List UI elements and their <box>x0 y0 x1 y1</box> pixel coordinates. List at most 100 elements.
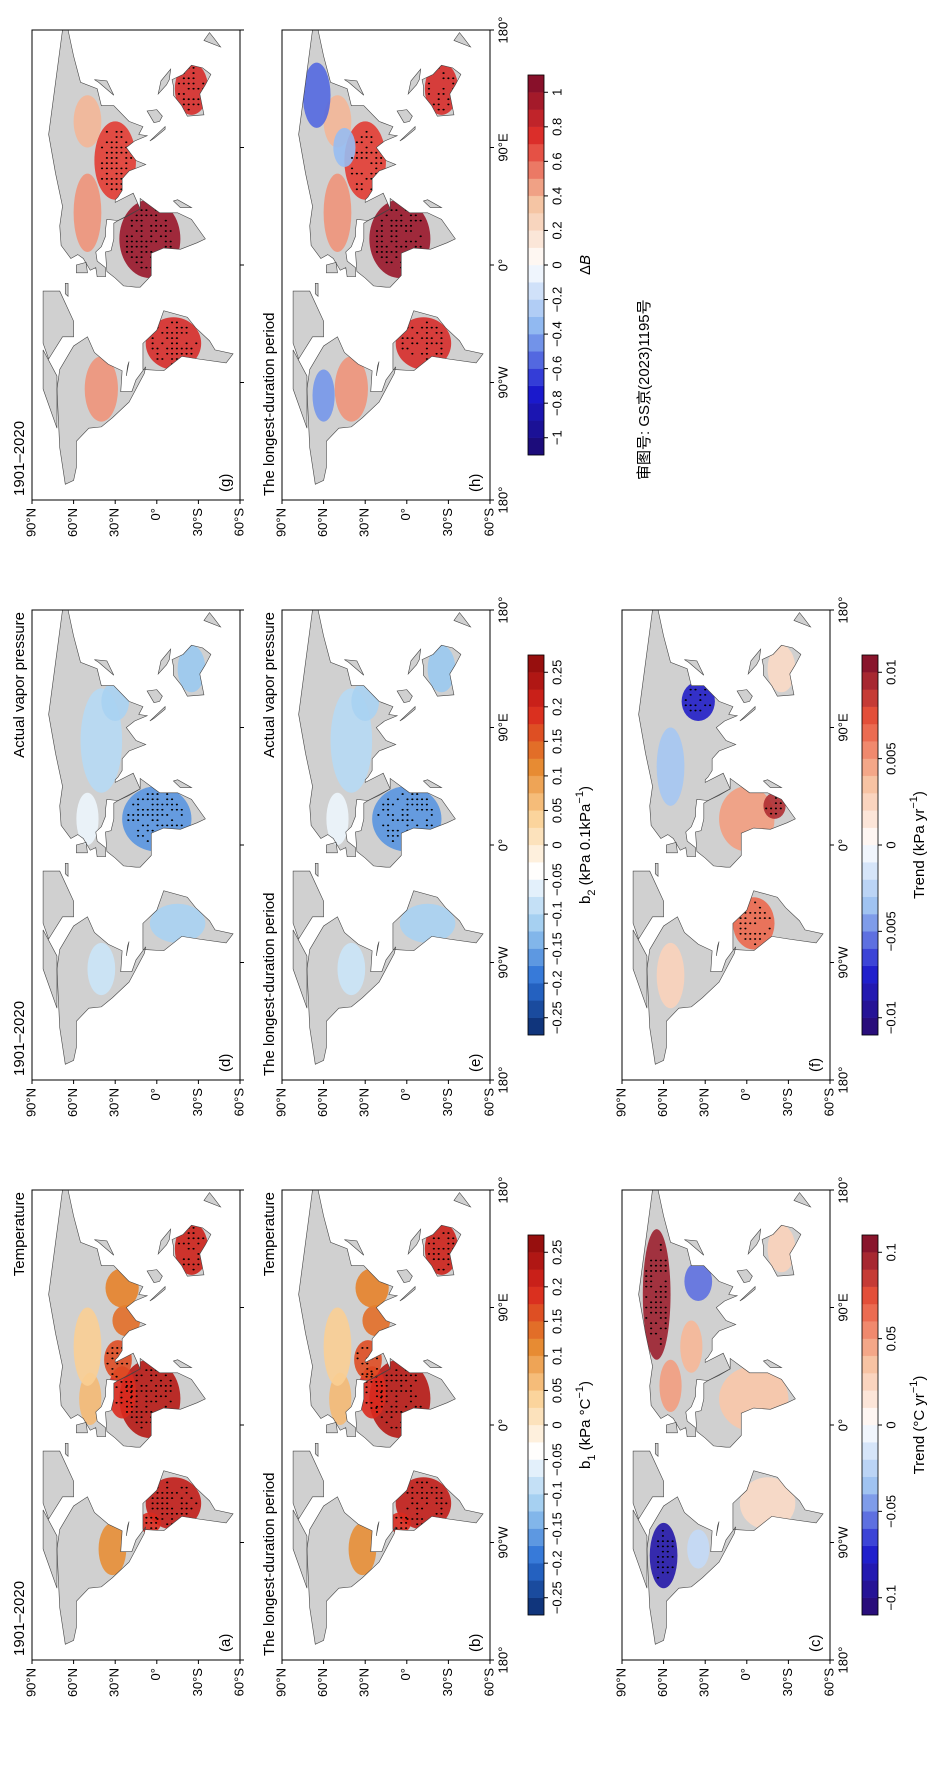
colorbar-bin <box>527 1303 545 1322</box>
colorbar-tick-label: 0.6 <box>549 152 564 170</box>
stipple <box>187 98 190 101</box>
coastline <box>326 842 337 852</box>
stipple <box>664 1264 667 1267</box>
colorbar-bin <box>527 948 545 967</box>
stipple <box>406 1491 409 1494</box>
stipple <box>170 819 174 822</box>
stipple <box>135 261 138 264</box>
stipple <box>125 141 128 144</box>
stipple <box>656 1555 660 1558</box>
stipple <box>390 224 393 227</box>
stipple <box>120 1396 123 1399</box>
lat-tick-label: 60°S <box>481 508 496 537</box>
stipple <box>435 326 438 329</box>
stipple <box>664 1311 667 1314</box>
stipple <box>111 1373 114 1375</box>
stipple <box>401 347 404 350</box>
stipple <box>704 688 707 691</box>
stipple <box>386 814 390 816</box>
panel-period: The longest-duration period <box>261 893 278 1076</box>
colorbar-label-part: ) <box>911 791 928 796</box>
stipple <box>159 224 163 227</box>
colorbar-bin <box>861 1545 879 1564</box>
stipple <box>127 819 130 822</box>
stipple <box>768 927 771 930</box>
coastline <box>204 1193 221 1207</box>
coastline <box>315 1443 318 1456</box>
coastline <box>315 283 318 296</box>
colorbar-bin <box>861 827 879 846</box>
stipple <box>151 793 154 795</box>
coastline <box>315 863 318 876</box>
stipple <box>447 77 450 80</box>
stipple <box>140 1416 143 1419</box>
coastline <box>355 198 455 287</box>
stipple <box>754 917 757 920</box>
lat-tick-label: 0° <box>148 508 163 520</box>
stipple <box>140 235 143 238</box>
stipple <box>141 814 145 816</box>
stipple <box>400 1527 403 1530</box>
stipple <box>430 326 433 329</box>
stipple <box>656 1545 660 1548</box>
panel-label: (d) <box>217 1054 234 1072</box>
stipple <box>182 1258 185 1261</box>
stipple <box>406 337 409 340</box>
stipple <box>385 1374 388 1377</box>
stipple <box>689 688 692 691</box>
stipple <box>115 146 118 149</box>
stipple <box>435 1497 438 1500</box>
lon-tick-label: 180° <box>495 17 510 44</box>
stipple <box>110 167 113 170</box>
stipple <box>154 1516 158 1519</box>
stipple <box>135 1400 138 1403</box>
stipple <box>380 224 383 227</box>
lon-tick-label: 90°E <box>835 1293 850 1322</box>
coastline <box>423 1360 441 1368</box>
stipple <box>432 1242 435 1245</box>
stipple <box>166 803 169 806</box>
land <box>158 649 171 674</box>
stipple <box>355 151 358 154</box>
stipple <box>164 235 167 238</box>
panel-variable: Temperature <box>11 1192 28 1276</box>
stipple <box>130 245 133 248</box>
stipple <box>154 1384 158 1387</box>
stipple <box>192 1237 195 1240</box>
stipple <box>427 1242 431 1245</box>
lon-tick-label: 90°E <box>495 713 510 742</box>
stipple <box>151 342 154 345</box>
colorbar-bin <box>527 1269 545 1287</box>
colorbar-bin <box>527 1355 545 1374</box>
stipple <box>395 224 398 227</box>
lat-tick-label: 60°N <box>65 1088 80 1117</box>
colorbar-bin <box>861 1390 879 1408</box>
stipple <box>380 1381 383 1383</box>
colorbar-bin <box>527 316 545 335</box>
stipple <box>414 1395 417 1398</box>
stipple <box>116 1352 119 1355</box>
stipple <box>375 1390 379 1392</box>
land <box>397 1269 413 1283</box>
stipple <box>689 693 692 696</box>
stipple <box>192 77 195 80</box>
stipple <box>166 1507 169 1510</box>
stipple <box>411 342 414 345</box>
land <box>748 649 761 674</box>
stipple <box>654 1311 658 1314</box>
stipple <box>166 1491 169 1494</box>
stipple <box>125 162 128 165</box>
stipple <box>180 1502 183 1505</box>
stipple <box>154 230 158 232</box>
colorbar-bin <box>527 827 545 846</box>
stipple <box>156 808 159 811</box>
stipple <box>175 347 179 350</box>
stipple <box>654 1270 658 1272</box>
land <box>793 612 811 627</box>
stipple <box>391 803 395 806</box>
stipple <box>130 1381 133 1383</box>
stipple <box>447 1253 450 1255</box>
coastline <box>763 780 781 788</box>
stipple <box>425 1491 429 1494</box>
